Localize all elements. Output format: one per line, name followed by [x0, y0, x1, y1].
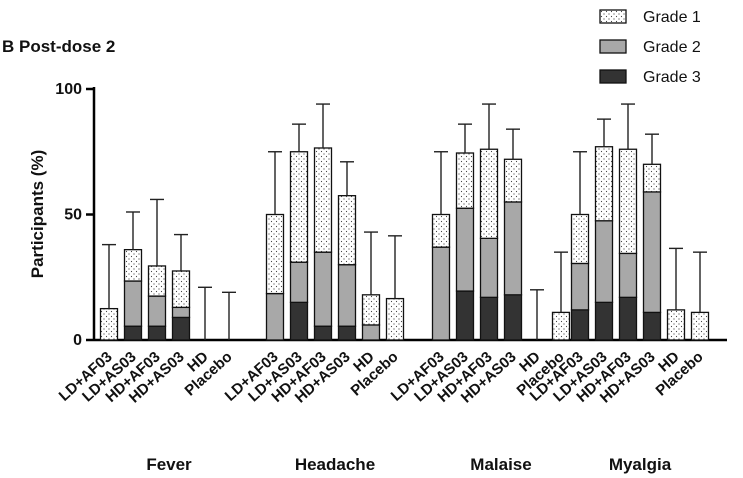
bar-grade1 — [313, 147, 333, 253]
bar-grade1 — [289, 151, 309, 263]
legend-label: Grade 2 — [643, 39, 701, 56]
legend-swatch — [599, 39, 627, 54]
x-tick-labels: LD+AF03LD+AS03HD+AF03HD+AS03HDPlaceboLD+… — [56, 348, 707, 406]
bar-grade2 — [455, 207, 475, 292]
y-axis-label: Participants (%) — [28, 150, 47, 278]
bar-grade2 — [570, 262, 590, 311]
bar-grade2 — [594, 220, 614, 303]
group-label: Myalgia — [609, 455, 672, 474]
bar-grade1 — [99, 307, 119, 341]
y-tick-label: 50 — [64, 207, 82, 224]
legend-swatch — [599, 69, 627, 84]
bar-grade2 — [642, 191, 662, 314]
bar-grade1 — [642, 163, 662, 193]
bar-grade2 — [618, 252, 638, 298]
bar-grade2 — [123, 280, 143, 327]
bar-grade1 — [361, 294, 381, 326]
y-tick-label: 100 — [55, 81, 82, 98]
bar-grade1 — [147, 265, 167, 297]
bar-grade3 — [503, 294, 523, 341]
bar-grade3 — [570, 309, 590, 341]
bar-grade1 — [551, 311, 571, 341]
x-tick-label: Placebo — [653, 348, 707, 399]
legend-swatch — [599, 9, 627, 24]
bar-grade3 — [147, 325, 167, 341]
bar-grade3 — [594, 301, 614, 341]
bar-grade3 — [455, 290, 475, 341]
bar-grade1 — [123, 248, 143, 282]
bar-grade2 — [171, 306, 191, 319]
bar-grade1 — [618, 148, 638, 255]
bar-grade2 — [361, 324, 381, 341]
bar-grade3 — [642, 311, 662, 341]
bar-grade3 — [479, 296, 499, 341]
group-labels: Fever Headache Malaise Myalgia — [146, 455, 671, 474]
chart-title: B Post-dose 2 — [2, 37, 115, 56]
bar-grade2 — [479, 237, 499, 298]
bar-grade2 — [289, 261, 309, 304]
bar-grade1 — [455, 152, 475, 209]
bar-grade3 — [337, 325, 357, 341]
bar-grade3 — [313, 325, 333, 341]
bar-grade1 — [503, 158, 523, 203]
group-label: Fever — [146, 455, 192, 474]
bar-grade3 — [171, 316, 191, 341]
bar-grade2 — [503, 201, 523, 296]
error-bars-layer — [102, 103, 707, 340]
bar-grade3 — [618, 296, 638, 341]
bar-grade1 — [265, 213, 285, 295]
bar-grade3 — [289, 301, 309, 341]
bar-grade2 — [265, 292, 285, 341]
legend-label: Grade 3 — [643, 69, 701, 86]
bar-grade1 — [171, 270, 191, 309]
bar-grade1 — [690, 311, 710, 341]
y-tick-label: 0 — [73, 332, 82, 349]
bar-grade3 — [123, 325, 143, 341]
bar-grade1 — [385, 297, 405, 341]
bar-grade2 — [313, 251, 333, 327]
bars-layer — [99, 146, 710, 341]
bar-grade1 — [479, 148, 499, 239]
bar-grade1 — [570, 213, 590, 265]
bar-grade2 — [147, 295, 167, 327]
group-label: Headache — [295, 455, 375, 474]
bar-grade2 — [431, 246, 451, 341]
bar-grade2 — [337, 264, 357, 327]
group-label: Malaise — [470, 455, 531, 474]
bar-grade1 — [337, 195, 357, 266]
legend: Grade 1 Grade 2 Grade 3 — [599, 9, 701, 86]
bar-grade1 — [666, 309, 686, 341]
legend-label: Grade 1 — [643, 9, 701, 26]
bar-grade1 — [594, 146, 614, 222]
bar-grade1 — [431, 213, 451, 248]
